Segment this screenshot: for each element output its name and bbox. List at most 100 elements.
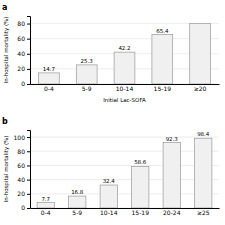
y-tick-mark <box>27 180 30 181</box>
panel: 0 20 40 60 80 100 0-4 5-9 10-14 15-19 20-24 ≥25 7.7 1… <box>2 117 220 216</box>
x-tick: ≥20 <box>194 84 207 92</box>
x-tick-label: 15-19 <box>132 209 150 216</box>
y-tick-label: 80 <box>17 148 25 155</box>
x-axis: 0-4 5-9 10-14 15-19 20-24 ≥25 <box>31 208 220 216</box>
y-axis-title: In-hospital mortality (%) <box>3 17 10 84</box>
x-tick: 0-4 <box>44 84 54 92</box>
bar <box>132 166 149 208</box>
y-tick: 40 <box>17 176 30 183</box>
y-tick-mark <box>27 69 30 70</box>
data-label: 16.8 <box>71 189 84 195</box>
y-tick: 60 <box>17 35 30 42</box>
y-tick: 20 <box>17 65 30 72</box>
bar <box>100 185 117 208</box>
bar <box>195 138 212 208</box>
x-tick: 0-4 <box>41 208 51 216</box>
y-tick-label: 20 <box>17 65 25 72</box>
x-tick: 5-9 <box>72 208 82 216</box>
chart-svg: 0 20 40 60 80 0-4 5-9 10-14 15-19 ≥20 14.7 25.3 42.2… <box>0 0 225 225</box>
data-label: 32.4 <box>103 178 116 184</box>
y-tick-mark <box>27 24 30 25</box>
y-tick-label: 100 <box>14 134 26 141</box>
y-tick-label: 60 <box>17 162 25 169</box>
panel-title: b <box>2 117 8 126</box>
x-tick-label: ≥20 <box>194 85 207 92</box>
grid-line <box>30 165 219 166</box>
y-tick: 0 <box>21 204 30 211</box>
y-axis: 0 20 40 60 80 100 <box>14 131 31 212</box>
y-tick-mark <box>27 151 30 152</box>
bar <box>190 24 211 84</box>
bars <box>39 24 211 84</box>
y-tick: 80 <box>17 20 30 27</box>
bar <box>163 143 180 208</box>
y-axis-title: In-hospital mortality (%) <box>3 136 10 203</box>
x-tick: 15-19 <box>154 84 172 92</box>
bar <box>39 73 60 84</box>
y-tick-mark <box>27 54 30 55</box>
grid-line <box>30 208 219 209</box>
data-label: 42.2 <box>118 45 130 51</box>
data-labels: 7.7 16.8 32.4 58.6 92.3 98.4 <box>41 131 209 201</box>
data-label: 7.7 <box>41 196 50 202</box>
grid <box>30 137 219 208</box>
x-tick: 5-9 <box>82 84 92 92</box>
y-tick-mark <box>27 165 30 166</box>
panel: 0 20 40 60 80 0-4 5-9 10-14 15-19 ≥20 14.7 25.3 42.2… <box>2 3 220 103</box>
data-label: 14.7 <box>43 66 56 72</box>
y-axis-line <box>27 17 31 85</box>
grid <box>30 24 219 84</box>
x-axis: 0-4 5-9 10-14 15-19 ≥20 <box>31 84 220 92</box>
x-tick-label: 20-24 <box>163 209 181 216</box>
x-tick-label: ≥25 <box>197 209 210 216</box>
data-label: 25.3 <box>81 58 94 64</box>
x-tick: 20-24 <box>163 208 181 216</box>
y-tick: 20 <box>17 190 30 197</box>
bar <box>152 35 173 84</box>
bars <box>37 138 212 208</box>
grid-line <box>30 151 219 152</box>
grid-line <box>30 137 219 138</box>
y-tick: 80 <box>17 148 30 155</box>
y-tick: 60 <box>17 162 30 169</box>
x-tick-label: 5-9 <box>72 209 82 216</box>
y-tick-mark <box>27 137 30 138</box>
y-tick-mark <box>27 194 30 195</box>
panel-title: a <box>2 3 7 12</box>
y-tick-label: 0 <box>21 80 25 87</box>
x-tick-label: 15-19 <box>154 85 172 92</box>
x-tick-label: 5-9 <box>82 85 92 92</box>
x-tick-label: 0-4 <box>41 209 51 216</box>
y-axis-line <box>27 131 31 209</box>
bar <box>114 52 135 84</box>
y-tick: 0 <box>21 80 30 87</box>
y-tick-label: 80 <box>17 20 25 27</box>
x-tick: 15-19 <box>132 208 150 216</box>
x-tick: ≥25 <box>197 208 210 216</box>
data-label: 98.4 <box>197 131 210 137</box>
y-tick-mark <box>27 84 30 85</box>
data-label: 58.6 <box>134 159 147 165</box>
x-tick: 10-14 <box>100 208 118 216</box>
bar <box>69 196 86 208</box>
y-tick-label: 40 <box>17 50 25 57</box>
x-tick-label: 0-4 <box>44 85 54 92</box>
y-tick: 40 <box>17 50 30 57</box>
y-tick-label: 60 <box>17 35 25 42</box>
data-labels: 14.7 25.3 42.2 65.4 <box>43 28 169 72</box>
y-tick-label: 0 <box>21 204 25 211</box>
y-axis: 0 20 40 60 80 <box>17 17 30 88</box>
data-label: 65.4 <box>156 28 169 34</box>
grid-line <box>30 179 219 180</box>
y-tick-label: 20 <box>17 190 25 197</box>
x-tick-label: 10-14 <box>100 209 118 216</box>
x-axis-line <box>31 208 220 209</box>
bar <box>37 203 54 208</box>
x-axis-title: Initial Lac-SOFA <box>103 97 146 103</box>
data-label: 92.3 <box>166 136 179 142</box>
x-tick-label: 10-14 <box>116 85 134 92</box>
grid-line <box>30 193 219 194</box>
y-tick: 100 <box>14 134 30 141</box>
y-tick-mark <box>27 39 30 40</box>
y-tick-mark <box>27 208 30 209</box>
